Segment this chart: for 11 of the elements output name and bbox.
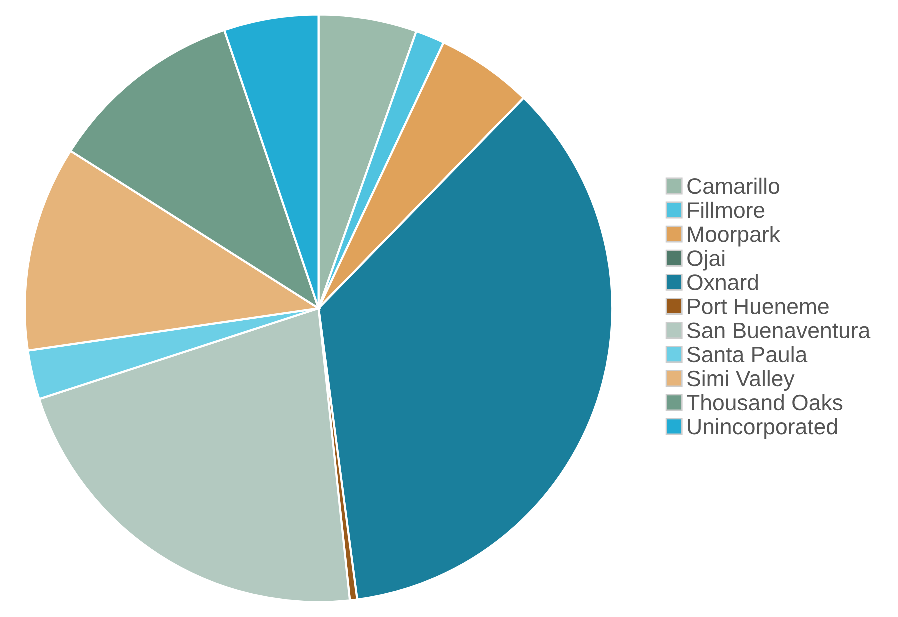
legend-label: Moorpark xyxy=(688,226,780,247)
legend-label: Simi Valley xyxy=(688,370,795,392)
legend-label: Fillmore xyxy=(688,202,765,218)
legend-label: Port Hueneme xyxy=(688,298,829,314)
legend-label: Camarillo xyxy=(688,178,780,194)
legend-label: Santa Paula xyxy=(688,346,808,363)
legend-label: Ojai xyxy=(688,250,725,271)
legend-label: Unincorporated xyxy=(688,418,838,440)
legend-label: Thousand Oaks xyxy=(687,394,843,411)
legend-label: San Buenaventura xyxy=(688,322,871,339)
legend-label: Oxnard xyxy=(688,274,758,290)
